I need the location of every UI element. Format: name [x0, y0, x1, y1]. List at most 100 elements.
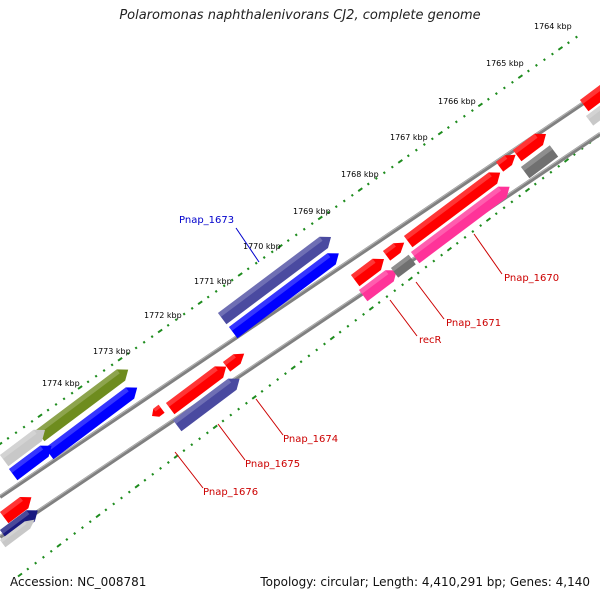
outer-tick [374, 176, 378, 180]
outer-tick [397, 159, 403, 164]
outer-tick [94, 374, 98, 378]
gene-pnap-1671-shine [391, 254, 412, 272]
inner-tick [502, 206, 506, 210]
inner-tick [385, 295, 389, 299]
gene-label: Pnap_1674 [283, 434, 338, 445]
outer-tick [414, 148, 418, 152]
outer-tick [22, 425, 26, 429]
outer-tick [390, 165, 394, 169]
inner-tick [572, 152, 576, 156]
outer-tick [222, 284, 226, 288]
inner-tick [251, 395, 257, 400]
inner-tick [290, 365, 296, 371]
outer-tick [157, 328, 163, 334]
outer-tick [550, 52, 554, 56]
inner-tick [563, 158, 570, 163]
gene-lightgray-shine [0, 521, 27, 543]
inner-tick [393, 289, 397, 293]
outer-tick [526, 69, 530, 73]
outer-tick [350, 193, 354, 197]
gene-olive [36, 369, 129, 442]
gene-recR [359, 270, 397, 302]
gene-label: Pnap_1676 [203, 487, 258, 498]
inner-tick [471, 229, 475, 233]
gene-blue-shine [9, 445, 44, 473]
outer-tick [14, 431, 18, 435]
gene-pnap-1674-shine [166, 366, 218, 407]
outer-tick [470, 109, 474, 113]
tick-dots [0, 35, 600, 578]
inner-tick [95, 513, 101, 519]
inner-tick [65, 537, 69, 541]
outer-tick [206, 295, 210, 299]
outer-tick [566, 41, 570, 45]
outer-tick [182, 312, 186, 316]
outer-tick [326, 210, 330, 214]
gene-features [0, 84, 600, 548]
tick-label: 1764 kbp [534, 22, 572, 31]
gene-label-leader [235, 227, 260, 263]
inner-tick [407, 276, 413, 282]
inner-tick [276, 378, 280, 382]
inner-tick [362, 312, 365, 316]
gene-label-leader [415, 281, 445, 320]
outer-tick [102, 369, 106, 373]
outer-tick [454, 120, 458, 124]
outer-tick [477, 102, 483, 108]
inner-tick [151, 472, 155, 476]
gene-label: Pnap_1670 [504, 273, 559, 284]
inner-tick [338, 330, 342, 334]
gene-red [351, 258, 384, 287]
backbone-line [0, 132, 600, 539]
gene-red-shine [496, 155, 508, 166]
inner-tick [299, 360, 303, 364]
outer-tick [494, 92, 498, 96]
inner-tick [346, 324, 350, 328]
gene-pnap-1675-shine [173, 378, 232, 424]
outer-tick [126, 352, 130, 356]
gene-red-shine [351, 258, 376, 279]
outer-tick [254, 261, 258, 265]
inner-tick [229, 413, 233, 417]
genome-summary-text: Topology: circular; Length: 4,410,291 bp… [260, 575, 590, 589]
gene-red-shine [383, 243, 396, 255]
inner-tick [557, 164, 561, 168]
inner-tick [190, 443, 194, 447]
outer-tick [190, 306, 194, 310]
outer-tick [54, 402, 58, 406]
gene-pnap-1673-shine [218, 236, 323, 317]
gene-label-leader [389, 299, 418, 337]
backbone-highlight [0, 132, 600, 536]
outer-tick [382, 171, 386, 175]
inner-tick [166, 460, 170, 464]
outer-tick [110, 363, 114, 367]
outer-tick [510, 80, 514, 84]
inner-tick [463, 235, 467, 239]
gene-lightgray [0, 519, 35, 548]
outer-tick [430, 137, 434, 141]
gene-red [404, 172, 501, 248]
inner-tick [49, 549, 53, 553]
outer-tick [142, 340, 146, 344]
inner-tick [134, 483, 140, 489]
inner-tick [518, 194, 522, 198]
inner-tick [56, 543, 62, 548]
inner-tick [244, 401, 248, 405]
outer-tick [237, 272, 243, 277]
tick-label: 1766 kbp [438, 97, 476, 106]
gene-blue [45, 387, 138, 460]
inner-tick [329, 335, 335, 341]
outer-tick [246, 267, 250, 271]
gene-lightgray-shine [586, 105, 600, 120]
accession-text: Accession: NC_008781 [10, 575, 147, 589]
inner-tick [416, 271, 420, 275]
gene-lightgray-shine [0, 429, 37, 459]
inner-tick [494, 212, 498, 216]
inner-tick [455, 241, 459, 245]
outer-tick [406, 154, 410, 158]
gene-pnap-1676-shine [153, 404, 161, 412]
gene-gray [521, 145, 559, 179]
outer-tick [134, 346, 138, 350]
gene-lightgray [0, 429, 45, 467]
gene-olive-shine [36, 369, 120, 434]
